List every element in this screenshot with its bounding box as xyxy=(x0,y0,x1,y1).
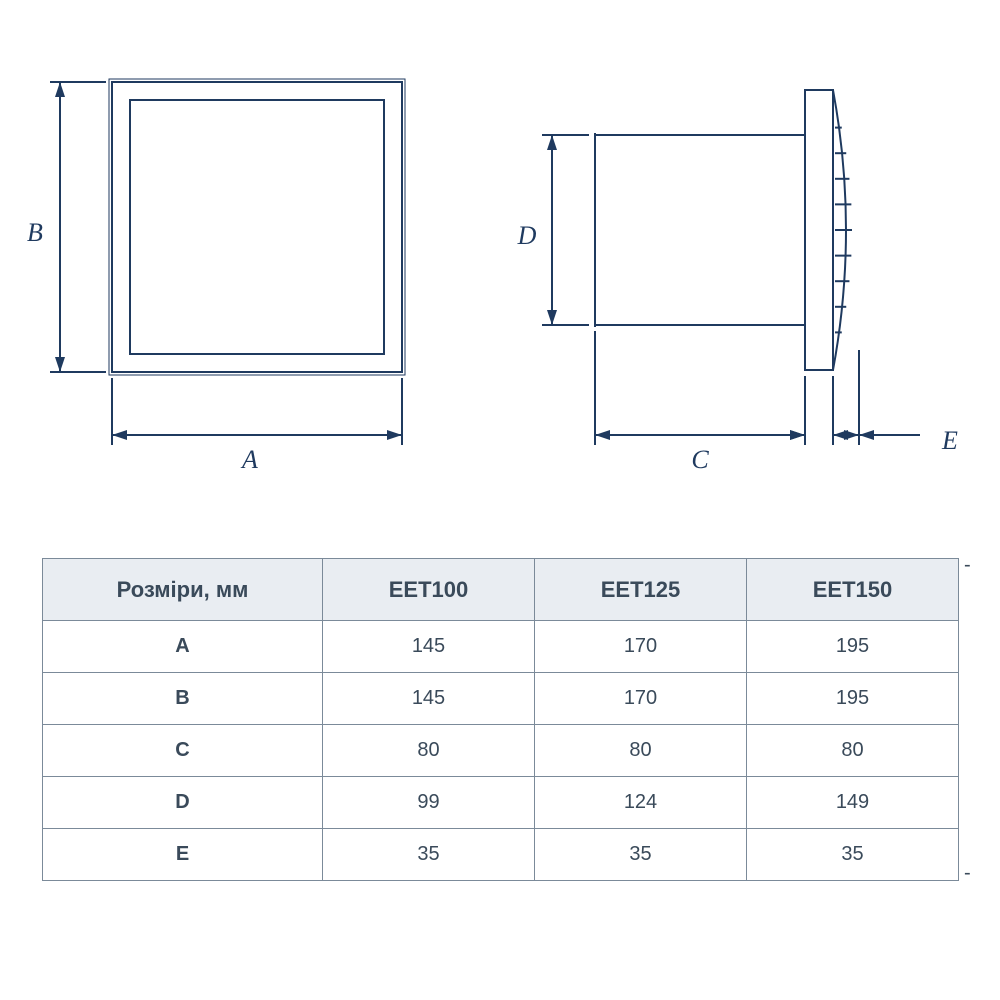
svg-text:B: B xyxy=(27,218,43,247)
svg-text:C: C xyxy=(691,445,709,474)
table-cell: 149 xyxy=(747,777,959,829)
dimensions-table: Розміри, ммEET100EET125EET150A145170195B… xyxy=(42,558,959,881)
table-row: E353535 xyxy=(43,829,959,881)
table-side-tick: - xyxy=(964,554,971,577)
table-row: A145170195 xyxy=(43,621,959,673)
table-row-head: C xyxy=(43,725,323,777)
table-cell: 145 xyxy=(323,621,535,673)
svg-text:A: A xyxy=(240,445,258,474)
table-cell: 170 xyxy=(535,621,747,673)
side-view xyxy=(595,90,846,370)
table-cell: 195 xyxy=(747,621,959,673)
table-cell: 80 xyxy=(323,725,535,777)
svg-text:D: D xyxy=(517,221,537,250)
table-header-model: EET150 xyxy=(747,559,959,621)
table-header-dimensions: Розміри, мм xyxy=(43,559,323,621)
table-cell: 99 xyxy=(323,777,535,829)
table-cell: 195 xyxy=(747,673,959,725)
table-row-head: D xyxy=(43,777,323,829)
table-row-head: E xyxy=(43,829,323,881)
table-row: D99124149 xyxy=(43,777,959,829)
table-cell: 124 xyxy=(535,777,747,829)
table-cell: 35 xyxy=(535,829,747,881)
table-row: C808080 xyxy=(43,725,959,777)
table-row: B145170195 xyxy=(43,673,959,725)
table-cell: 170 xyxy=(535,673,747,725)
svg-text:E: E xyxy=(941,426,958,455)
front-view xyxy=(109,79,405,375)
table-cell: 145 xyxy=(323,673,535,725)
table-cell: 35 xyxy=(323,829,535,881)
table-cell: 80 xyxy=(535,725,747,777)
table-row-head: A xyxy=(43,621,323,673)
table-cell: 80 xyxy=(747,725,959,777)
table-header-model: EET100 xyxy=(323,559,535,621)
table-header-model: EET125 xyxy=(535,559,747,621)
table-row-head: B xyxy=(43,673,323,725)
table-side-tick: - xyxy=(964,862,971,885)
table-cell: 35 xyxy=(747,829,959,881)
